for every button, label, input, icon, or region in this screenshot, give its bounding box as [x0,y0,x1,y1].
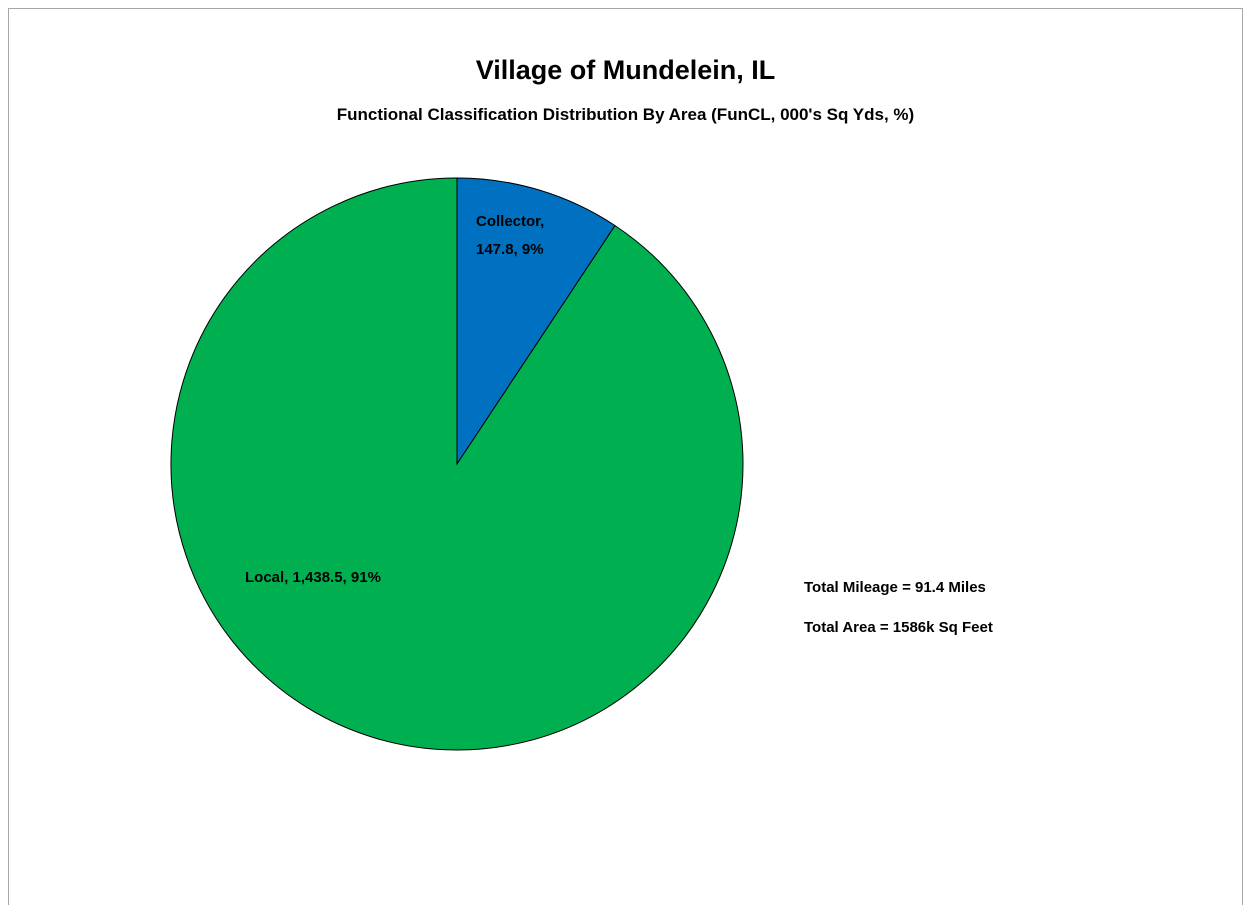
pie-slice [170,177,744,751]
data-label: Local, 1,438.5, 91% [245,569,381,586]
pie-slice [456,177,616,466]
data-label: Collector, 147.8, 9% [476,213,545,258]
chart-border [8,8,1243,905]
annotation: Total Mileage = 91.4 Miles [804,579,986,596]
annotation: Total Area = 1586k Sq Feet [804,619,993,636]
chart-subtitle: Functional Classification Distribution B… [336,105,915,124]
chart-title: Village of Mundelein, IL [475,55,776,85]
